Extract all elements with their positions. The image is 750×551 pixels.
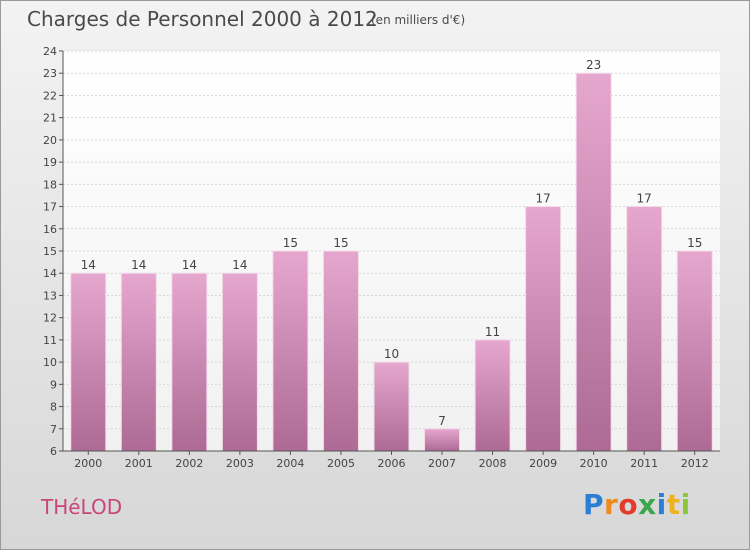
x-tick-label: 2004 <box>276 457 304 470</box>
x-tick-label: 2005 <box>327 457 355 470</box>
y-tick-label: 13 <box>43 289 57 302</box>
bar-2008 <box>474 339 511 452</box>
y-tick-label: 6 <box>50 445 57 458</box>
bar-2010 <box>575 72 612 452</box>
bar-2000 <box>70 272 107 452</box>
logo-letter: i <box>656 488 667 521</box>
y-tick-label: 21 <box>43 112 57 125</box>
y-tick-label: 10 <box>43 356 57 369</box>
bar-2003 <box>221 272 258 452</box>
y-tick-label: 9 <box>50 378 57 391</box>
y-tick-label: 12 <box>43 312 57 325</box>
x-tick-label: 2008 <box>479 457 507 470</box>
x-tick-label: 2003 <box>226 457 254 470</box>
data-label: 11 <box>485 325 500 339</box>
x-tick-label: 2009 <box>529 457 557 470</box>
y-tick-label: 19 <box>43 156 57 169</box>
data-label: 14 <box>131 258 146 272</box>
logo-letter: x <box>638 488 657 521</box>
logo-letter: r <box>604 488 619 521</box>
bar-2002 <box>171 272 208 452</box>
logo-letter: i <box>680 488 691 521</box>
chart-title: Charges de Personnel 2000 à 2012 <box>27 7 378 31</box>
data-label: 7 <box>438 414 446 428</box>
y-tick-label: 22 <box>43 89 57 102</box>
x-tick-label: 2012 <box>681 457 709 470</box>
bar-2001 <box>120 272 157 452</box>
y-axis: 6 7 8 9 10 11 12 13 14 15 16 17 18 19 20 21 22 23 24 <box>43 45 64 458</box>
bar-2006 <box>373 361 410 452</box>
y-tick-label: 18 <box>43 178 57 191</box>
data-label: 14 <box>232 258 247 272</box>
logo-letter: t <box>666 488 681 521</box>
data-label: 17 <box>637 192 652 206</box>
data-label: 15 <box>687 236 702 250</box>
x-tick-label: 2000 <box>74 457 102 470</box>
x-tick-label: 2002 <box>175 457 203 470</box>
chart-subtitle: (en milliers d'€) <box>371 13 466 27</box>
y-tick-label: 14 <box>43 267 57 280</box>
bar-2012 <box>676 250 713 452</box>
bar-2004 <box>272 250 309 452</box>
data-label: 15 <box>333 236 348 250</box>
bar-2011 <box>626 206 663 452</box>
bar-2009 <box>525 206 562 452</box>
bar-2007 <box>424 428 461 452</box>
y-tick-label: 20 <box>43 134 57 147</box>
x-tick-label: 2006 <box>378 457 406 470</box>
y-tick-label: 11 <box>43 334 57 347</box>
y-tick-label: 17 <box>43 201 57 214</box>
x-tick-label: 2010 <box>580 457 608 470</box>
y-tick-label: 23 <box>43 67 57 80</box>
x-tick-label: 2007 <box>428 457 456 470</box>
data-label: 14 <box>182 258 197 272</box>
logo-letter: P <box>583 488 605 521</box>
commune-name: THéLOD <box>41 495 123 519</box>
data-label: 10 <box>384 347 399 361</box>
y-tick-label: 24 <box>43 45 57 58</box>
x-axis: 2000 2001 2002 2003 2004 2005 2006 2007 2008 2009… <box>63 450 720 470</box>
x-tick-label: 2001 <box>125 457 153 470</box>
x-tick-label: 2011 <box>630 457 658 470</box>
y-tick-label: 15 <box>43 245 57 258</box>
data-label: 15 <box>283 236 298 250</box>
y-tick-label: 16 <box>43 223 57 236</box>
bar-2005 <box>322 250 359 452</box>
data-label: 17 <box>535 192 550 206</box>
bars: 14 14 14 14 15 15 10 7 11 17 23 17 15 <box>70 58 713 452</box>
y-tick-label: 7 <box>50 423 57 436</box>
proxiti-logo: Proxiti <box>583 488 691 521</box>
data-label: 14 <box>81 258 96 272</box>
logo-letter: o <box>618 488 639 521</box>
data-label: 23 <box>586 58 601 72</box>
y-tick-label: 8 <box>50 401 57 414</box>
